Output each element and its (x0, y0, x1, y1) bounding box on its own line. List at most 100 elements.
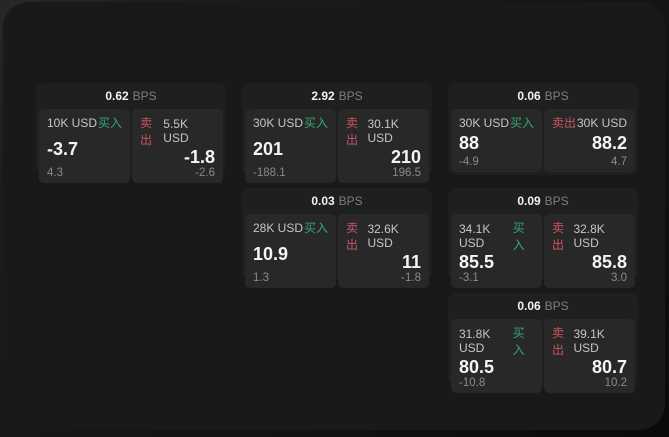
buy-change: 4.3 (47, 166, 63, 179)
sell-change: 3.0 (611, 271, 627, 284)
sell-panel[interactable]: 卖出 39.1K USD 80.7 10.2 (544, 319, 635, 393)
card-body: 10K USD 买入 -3.7 4.3 卖出 5.5K USD -1.8 -2.… (39, 109, 223, 183)
bps-value: 0.03 (311, 194, 335, 208)
buy-notional: 30K USD (459, 115, 510, 130)
card-header: 0.06 BPS (451, 83, 635, 109)
sell-panel-header: 卖出 39.1K USD (552, 324, 627, 358)
buy-side-label: 买入 (303, 116, 328, 130)
sell-panel-header: 卖出 30K USD (552, 114, 627, 131)
buy-notional: 30K USD (253, 115, 304, 130)
buy-side-label: 买入 (97, 116, 122, 130)
bps-value: 0.06 (517, 299, 541, 313)
card-body: 30K USD 买入 88 -4.9 卖出 30K USD 88.2 4.7 (451, 109, 635, 172)
card-header: 0.62 BPS (39, 83, 223, 109)
sell-notional: 5.5K USD (163, 117, 189, 145)
bps-value: 0.62 (105, 89, 129, 103)
card-header: 0.03 BPS (245, 188, 429, 214)
sell-price: 85.8 (591, 252, 627, 272)
sell-side-label: 卖出 (346, 221, 359, 252)
buy-change: -188.1 (253, 166, 286, 179)
sell-notional: 30K USD (576, 115, 627, 130)
card-header: 0.09 BPS (451, 188, 635, 214)
bps-value: 2.92 (311, 89, 335, 103)
sell-notional: 32.6K USD (367, 222, 399, 250)
sell-panel[interactable]: 卖出 32.8K USD 85.8 3.0 (544, 214, 635, 288)
card-body: 30K USD 买入 201 -188.1 卖出 30.1K USD 210 1… (245, 109, 429, 183)
sell-panel-header: 卖出 32.6K USD (346, 219, 421, 253)
trading-page: 0.62 BPS 10K USD 买入 -3.7 4.3 卖出 5.5K USD … (3, 2, 665, 430)
sell-price: 11 (401, 252, 421, 272)
buy-panel-header: 30K USD 买入 (253, 114, 328, 131)
quote-cards-grid: 0.62 BPS 10K USD 买入 -3.7 4.3 卖出 5.5K USD … (36, 83, 638, 393)
card-body: 28K USD 买入 10.9 1.3 卖出 32.6K USD 11 -1.8 (245, 214, 429, 288)
buy-panel[interactable]: 31.8K USD 买入 80.5 -10.8 (451, 319, 542, 393)
buy-panel[interactable]: 34.1K USD 买入 85.5 -3.1 (451, 214, 542, 288)
sell-side-label: 卖出 (552, 221, 565, 252)
buy-side-label: 买入 (512, 221, 525, 252)
buy-notional: 34.1K USD (459, 222, 491, 250)
quote-card: 0.06 BPS 30K USD 买入 88 -4.9 卖出 30K USD 88… (448, 83, 638, 175)
quote-card: 0.06 BPS 31.8K USD 买入 80.5 -10.8 卖出 39.1K… (448, 293, 638, 393)
buy-change: -4.9 (459, 155, 479, 168)
quote-card: 2.92 BPS 30K USD 买入 201 -188.1 卖出 30.1K U… (242, 83, 432, 183)
sell-panel[interactable]: 卖出 5.5K USD -1.8 -2.6 (132, 109, 223, 183)
sell-side-label: 卖出 (140, 116, 153, 147)
sell-panel-header: 卖出 5.5K USD (140, 114, 215, 148)
bps-unit-label: BPS (544, 194, 569, 208)
sell-price: 80.7 (591, 357, 627, 377)
sell-price: 210 (390, 147, 421, 167)
sell-side-label: 卖出 (346, 116, 359, 147)
bps-unit-label: BPS (544, 89, 569, 103)
buy-panel[interactable]: 30K USD 买入 88 -4.9 (451, 109, 542, 172)
card-body: 31.8K USD 买入 80.5 -10.8 卖出 39.1K USD 80.… (451, 319, 635, 393)
sell-panel[interactable]: 卖出 30K USD 88.2 4.7 (544, 109, 635, 172)
sell-price: 88.2 (591, 133, 627, 154)
buy-notional: 28K USD (253, 220, 304, 235)
sell-change: -2.6 (195, 166, 215, 179)
buy-panel[interactable]: 28K USD 买入 10.9 1.3 (245, 214, 336, 288)
buy-panel-header: 30K USD 买入 (459, 114, 534, 131)
sell-panel[interactable]: 卖出 32.6K USD 11 -1.8 (338, 214, 429, 288)
sell-notional: 30.1K USD (367, 117, 399, 145)
buy-price: 201 (253, 138, 284, 159)
buy-panel[interactable]: 10K USD 买入 -3.7 4.3 (39, 109, 130, 183)
buy-side-label: 买入 (303, 221, 328, 235)
sell-side-label: 卖出 (552, 326, 565, 357)
buy-price: 10.9 (253, 243, 289, 264)
buy-side-label: 买入 (512, 326, 525, 357)
sell-panel[interactable]: 卖出 30.1K USD 210 196.5 (338, 109, 429, 183)
sell-side-label: 卖出 (552, 116, 577, 130)
sell-price: -1.8 (183, 147, 215, 167)
sell-panel-header: 卖出 32.8K USD (552, 219, 627, 253)
buy-price: 80.5 (459, 357, 495, 377)
bps-unit-label: BPS (338, 89, 363, 103)
buy-change: -3.1 (459, 271, 479, 284)
buy-panel-header: 28K USD 买入 (253, 219, 328, 236)
buy-price: -3.7 (47, 138, 79, 159)
card-body: 34.1K USD 买入 85.5 -3.1 卖出 32.8K USD 85.8… (451, 214, 635, 288)
sell-change: 10.2 (604, 376, 627, 389)
quote-card: 0.03 BPS 28K USD 买入 10.9 1.3 卖出 32.6K USD… (242, 188, 432, 288)
buy-panel-header: 34.1K USD 买入 (459, 219, 534, 253)
bps-unit-label: BPS (544, 299, 569, 313)
sell-panel-header: 卖出 30.1K USD (346, 114, 421, 148)
buy-price: 85.5 (459, 252, 495, 272)
buy-side-label: 买入 (509, 116, 534, 130)
card-header: 0.06 BPS (451, 293, 635, 319)
quote-card: 0.09 BPS 34.1K USD 买入 85.5 -3.1 卖出 32.8K … (448, 188, 638, 288)
sell-notional: 32.8K USD (573, 222, 605, 250)
bps-unit-label: BPS (338, 194, 363, 208)
buy-panel-header: 31.8K USD 买入 (459, 324, 534, 358)
buy-panel-header: 10K USD 买入 (47, 114, 122, 131)
sell-notional: 39.1K USD (573, 327, 605, 355)
bps-value: 0.09 (517, 194, 541, 208)
sell-change: 4.7 (611, 155, 627, 168)
sell-change: -1.8 (401, 271, 421, 284)
buy-notional: 10K USD (47, 115, 98, 130)
buy-panel[interactable]: 30K USD 买入 201 -188.1 (245, 109, 336, 183)
bps-value: 0.06 (517, 89, 541, 103)
sell-change: 196.5 (392, 166, 421, 179)
card-header: 2.92 BPS (245, 83, 429, 109)
bps-unit-label: BPS (132, 89, 157, 103)
buy-price: 88 (459, 133, 480, 154)
